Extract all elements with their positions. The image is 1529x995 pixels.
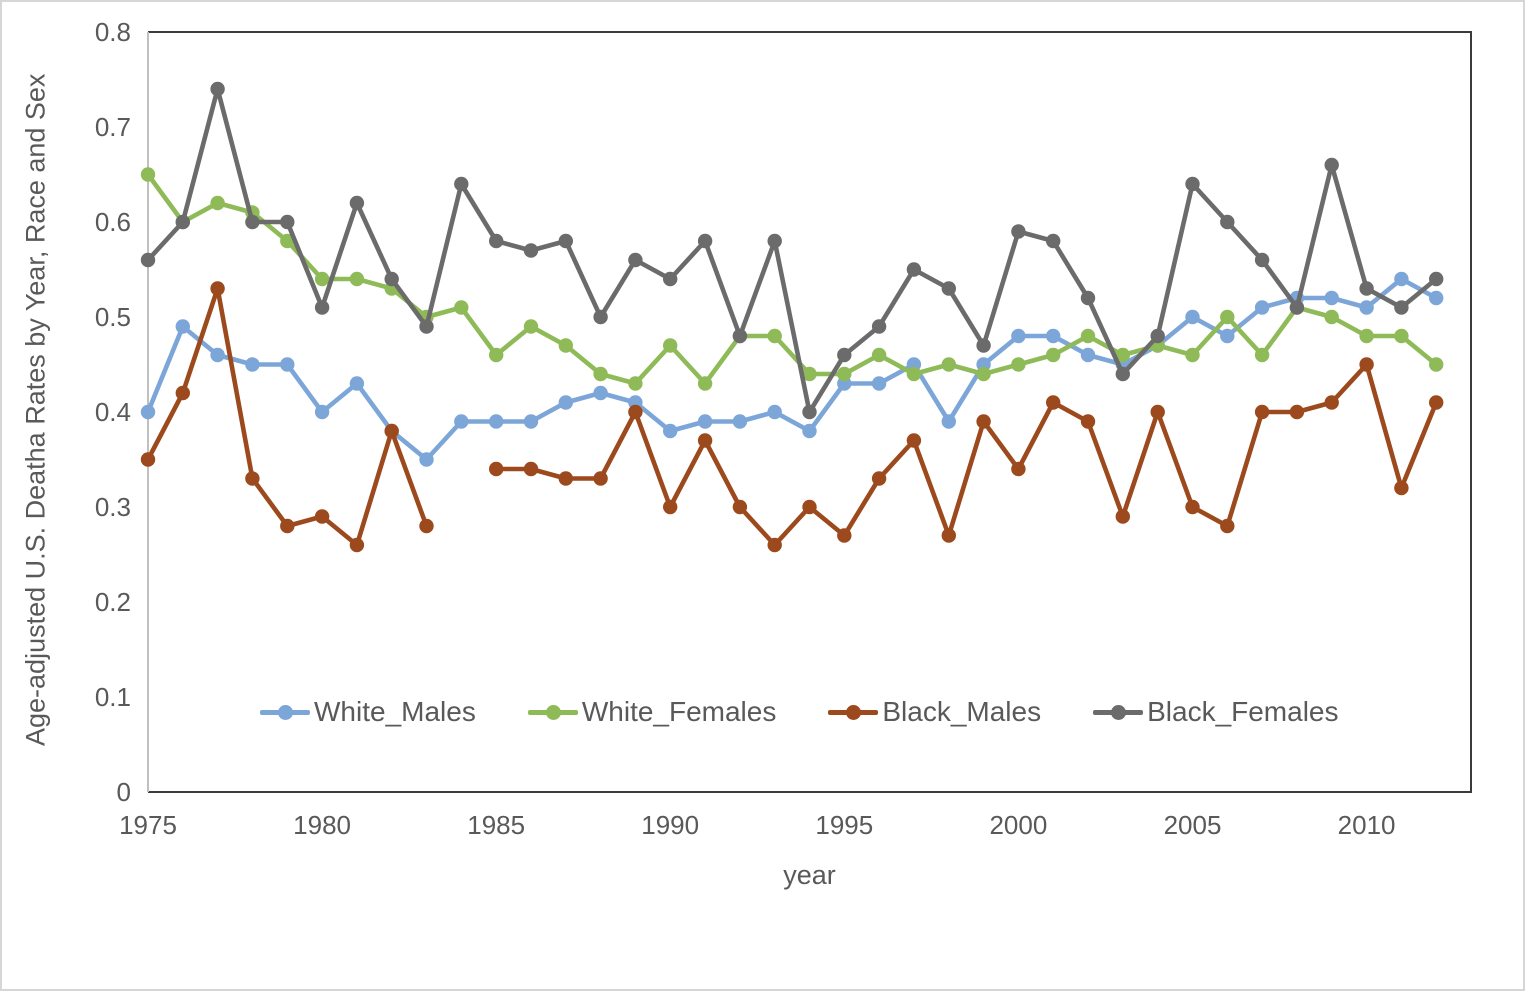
x-tick-label: 1980: [293, 810, 351, 840]
series-line-white-females: [145, 172, 1439, 386]
x-tick-label: 1985: [467, 810, 525, 840]
x-tick-label: 2000: [989, 810, 1047, 840]
legend-item-black-females: Black_Females: [1093, 696, 1339, 728]
line-marker-icon: [527, 704, 578, 720]
legend-item-white-females: White_Females: [527, 696, 777, 728]
y-tick-label: 0.8: [95, 17, 131, 47]
line-marker-icon: [260, 704, 310, 720]
series-points-white-males: [140, 271, 1444, 467]
plot-border: [148, 31, 1472, 793]
y-axis-title: Age-adjusted U.S. Deatha Rates by Year, …: [20, 73, 51, 747]
x-tick-label: 1995: [815, 810, 873, 840]
y-tick-label: 0.1: [95, 682, 131, 712]
y-tick-label: 0.3: [95, 492, 131, 522]
legend: White_Males White_Females Black_Males Bl…: [260, 694, 1339, 730]
legend-item-black-males: Black_Males: [828, 696, 1041, 728]
y-tick-label: 0.6: [95, 207, 131, 237]
y-tick-label: 0.5: [95, 302, 131, 332]
x-tick-label: 2010: [1338, 810, 1396, 840]
legend-label-black-males: Black_Males: [882, 696, 1042, 727]
series-line-black-females: [145, 86, 1439, 415]
y-tick-label: 0.7: [95, 112, 131, 142]
y-tick-label: 0.4: [95, 397, 131, 427]
series-line-white-males: [145, 276, 1439, 462]
legend-label-white-females: White_Females: [581, 696, 777, 727]
line-marker-icon: [828, 704, 879, 720]
x-axis-title: year: [783, 860, 836, 890]
y-tick-label: 0.2: [95, 587, 131, 617]
y-tick-label: 0: [117, 777, 131, 807]
series-points-black-males: [140, 281, 1444, 553]
legend-item-white-males: White_Males: [260, 696, 476, 728]
x-tick-label: 2005: [1164, 810, 1222, 840]
x-tick-label: 1990: [641, 810, 699, 840]
series-points-black-females: [140, 81, 1444, 420]
legend-label-white-males: White_Males: [314, 696, 476, 727]
x-tick-label: 1975: [119, 810, 177, 840]
legend-label-black-females: Black_Females: [1147, 696, 1339, 727]
line-marker-icon: [1093, 704, 1144, 720]
